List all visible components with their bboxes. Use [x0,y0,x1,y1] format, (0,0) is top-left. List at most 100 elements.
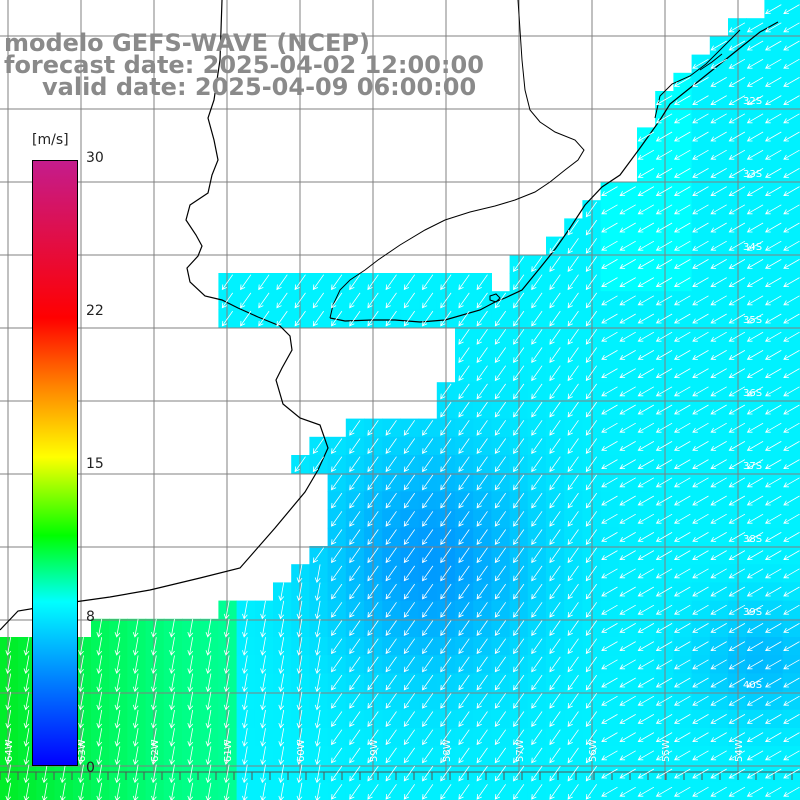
wind-arrow [458,511,470,527]
wind-arrow [710,659,727,670]
wind-cell [618,637,638,656]
wind-arrow [674,768,691,779]
wind-arrow [637,568,655,579]
wind-arrow [674,168,691,178]
wind-arrow [458,365,470,382]
wind-arrow [728,259,746,269]
wind-cell [546,618,565,638]
wind-arrow [60,764,66,784]
wind-arrow [422,747,434,764]
wind-cell [546,582,565,602]
wind-cell [600,728,620,747]
wind-arrow [278,673,285,693]
lat-label: 37S [743,461,762,472]
wind-arrow [567,219,579,236]
wind-arrow [567,401,579,418]
wind-arrow [476,420,488,436]
wind-arrow [601,204,618,215]
wind-arrow [601,422,618,433]
wind-arrow [78,782,84,800]
wind-arrow [513,310,525,327]
wind-cell [709,728,729,747]
wind-arrow [728,441,746,451]
wind-cell [473,273,492,292]
wind-arrow [296,728,303,747]
wind-arrow [114,782,121,800]
wind-cell [418,491,438,511]
wind-cell [400,655,420,674]
wind-arrow [585,638,598,655]
wind-cell [746,54,765,74]
wind-cell [746,345,765,365]
wind-arrow [746,750,764,761]
wind-cell [746,546,765,565]
wind-arrow [783,659,800,670]
wind-cell [527,746,547,765]
wind-arrow [728,240,746,251]
wind-arrow [458,492,470,509]
wind-arrow [494,565,507,582]
wind-arrow [422,438,434,454]
wind-arrow [637,677,655,688]
wind-arrow [278,782,285,800]
wind-cell [618,764,638,784]
wind-arrow [114,691,121,711]
wind-cell [709,109,729,128]
wind-cell [600,637,620,656]
wind-cell [618,200,638,219]
wind-cell [691,291,711,310]
wind-arrow [783,222,800,233]
wind-cell [728,91,747,110]
wind-arrow [585,511,598,527]
wind-arrow [260,637,266,656]
wind-arrow [549,583,561,600]
wind-cell [728,637,747,656]
wind-arrow [567,383,579,400]
wind-cell [637,509,656,529]
wind-cell [218,291,238,310]
wind-arrow [403,765,416,782]
wind-arrow [494,674,507,691]
wind-arrow [549,238,561,254]
wind-arrow [5,637,12,656]
wind-arrow [619,186,636,196]
wind-arrow [78,764,84,784]
wind-arrow [5,764,12,784]
wind-cell [400,527,420,547]
wind-cell [637,673,656,693]
wind-arrow [385,438,397,454]
wind-arrow [746,168,764,178]
wind-arrow [585,729,598,746]
wind-arrow [205,637,212,656]
wind-cell [764,382,784,401]
wind-arrow [746,623,764,633]
wind-arrow [531,674,543,691]
wind-arrow [692,695,709,706]
wind-arrow [601,313,618,324]
wind-cell [746,491,765,511]
wind-arrow [494,347,507,363]
wind-arrow [78,673,84,693]
wind-arrow [531,383,543,400]
wind-cell [418,582,438,602]
wind-arrow [151,782,157,800]
wind-cell [527,764,547,784]
wind-arrow [223,673,230,693]
wind-arrow [674,623,691,633]
wind-arrow [349,474,361,491]
wind-arrow [692,77,709,87]
wind-arrow [783,586,800,597]
wind-arrow [458,656,470,673]
wind-cell [382,618,401,638]
wind-cell [728,127,747,147]
wind-cell [764,163,784,183]
wind-cell [637,618,656,638]
wind-cell [327,436,347,456]
wind-cell [691,473,711,492]
wind-arrow [403,420,416,436]
wind-arrow [403,784,416,800]
wind-cell [764,564,784,583]
wind-arrow [728,604,746,615]
wind-arrow [422,693,434,709]
